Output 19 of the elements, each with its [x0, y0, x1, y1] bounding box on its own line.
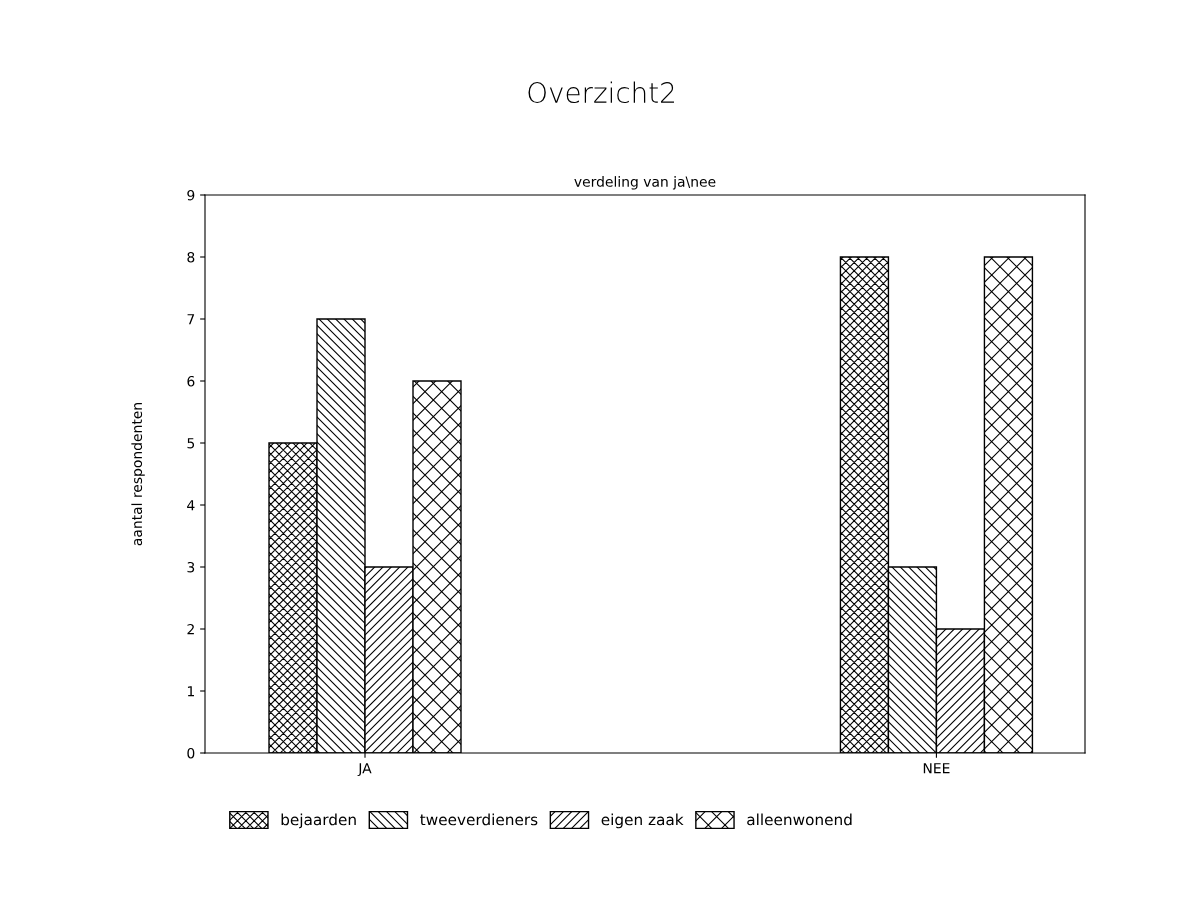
legend-label: alleenwonend	[747, 813, 852, 826]
y-tick-label: 4	[187, 500, 195, 511]
y-axis-title: aantal respondenten	[131, 403, 145, 546]
y-tick-label: 3	[187, 561, 195, 573]
chart-title: Overzicht2	[528, 81, 674, 104]
y-tick-label: 1	[187, 686, 194, 697]
y-tick-label: 0	[187, 747, 195, 759]
y-tick-label: 6	[187, 375, 195, 387]
y-tick-label: 2	[187, 623, 194, 635]
legend-label: eigen zaak	[601, 813, 684, 829]
y-tick-label: 8	[187, 251, 195, 263]
y-tick-label: 5	[187, 438, 195, 449]
x-tick-label: JA	[357, 763, 372, 777]
x-tick-label: NEE	[923, 763, 950, 774]
legend-label: tweeverdieners	[420, 813, 538, 826]
chart-subtitle: verdeling van ja\nee	[574, 176, 716, 190]
y-tick-label: 9	[187, 189, 195, 201]
legend-label: bejaarden	[281, 813, 356, 829]
y-tick-label: 7	[187, 314, 195, 325]
